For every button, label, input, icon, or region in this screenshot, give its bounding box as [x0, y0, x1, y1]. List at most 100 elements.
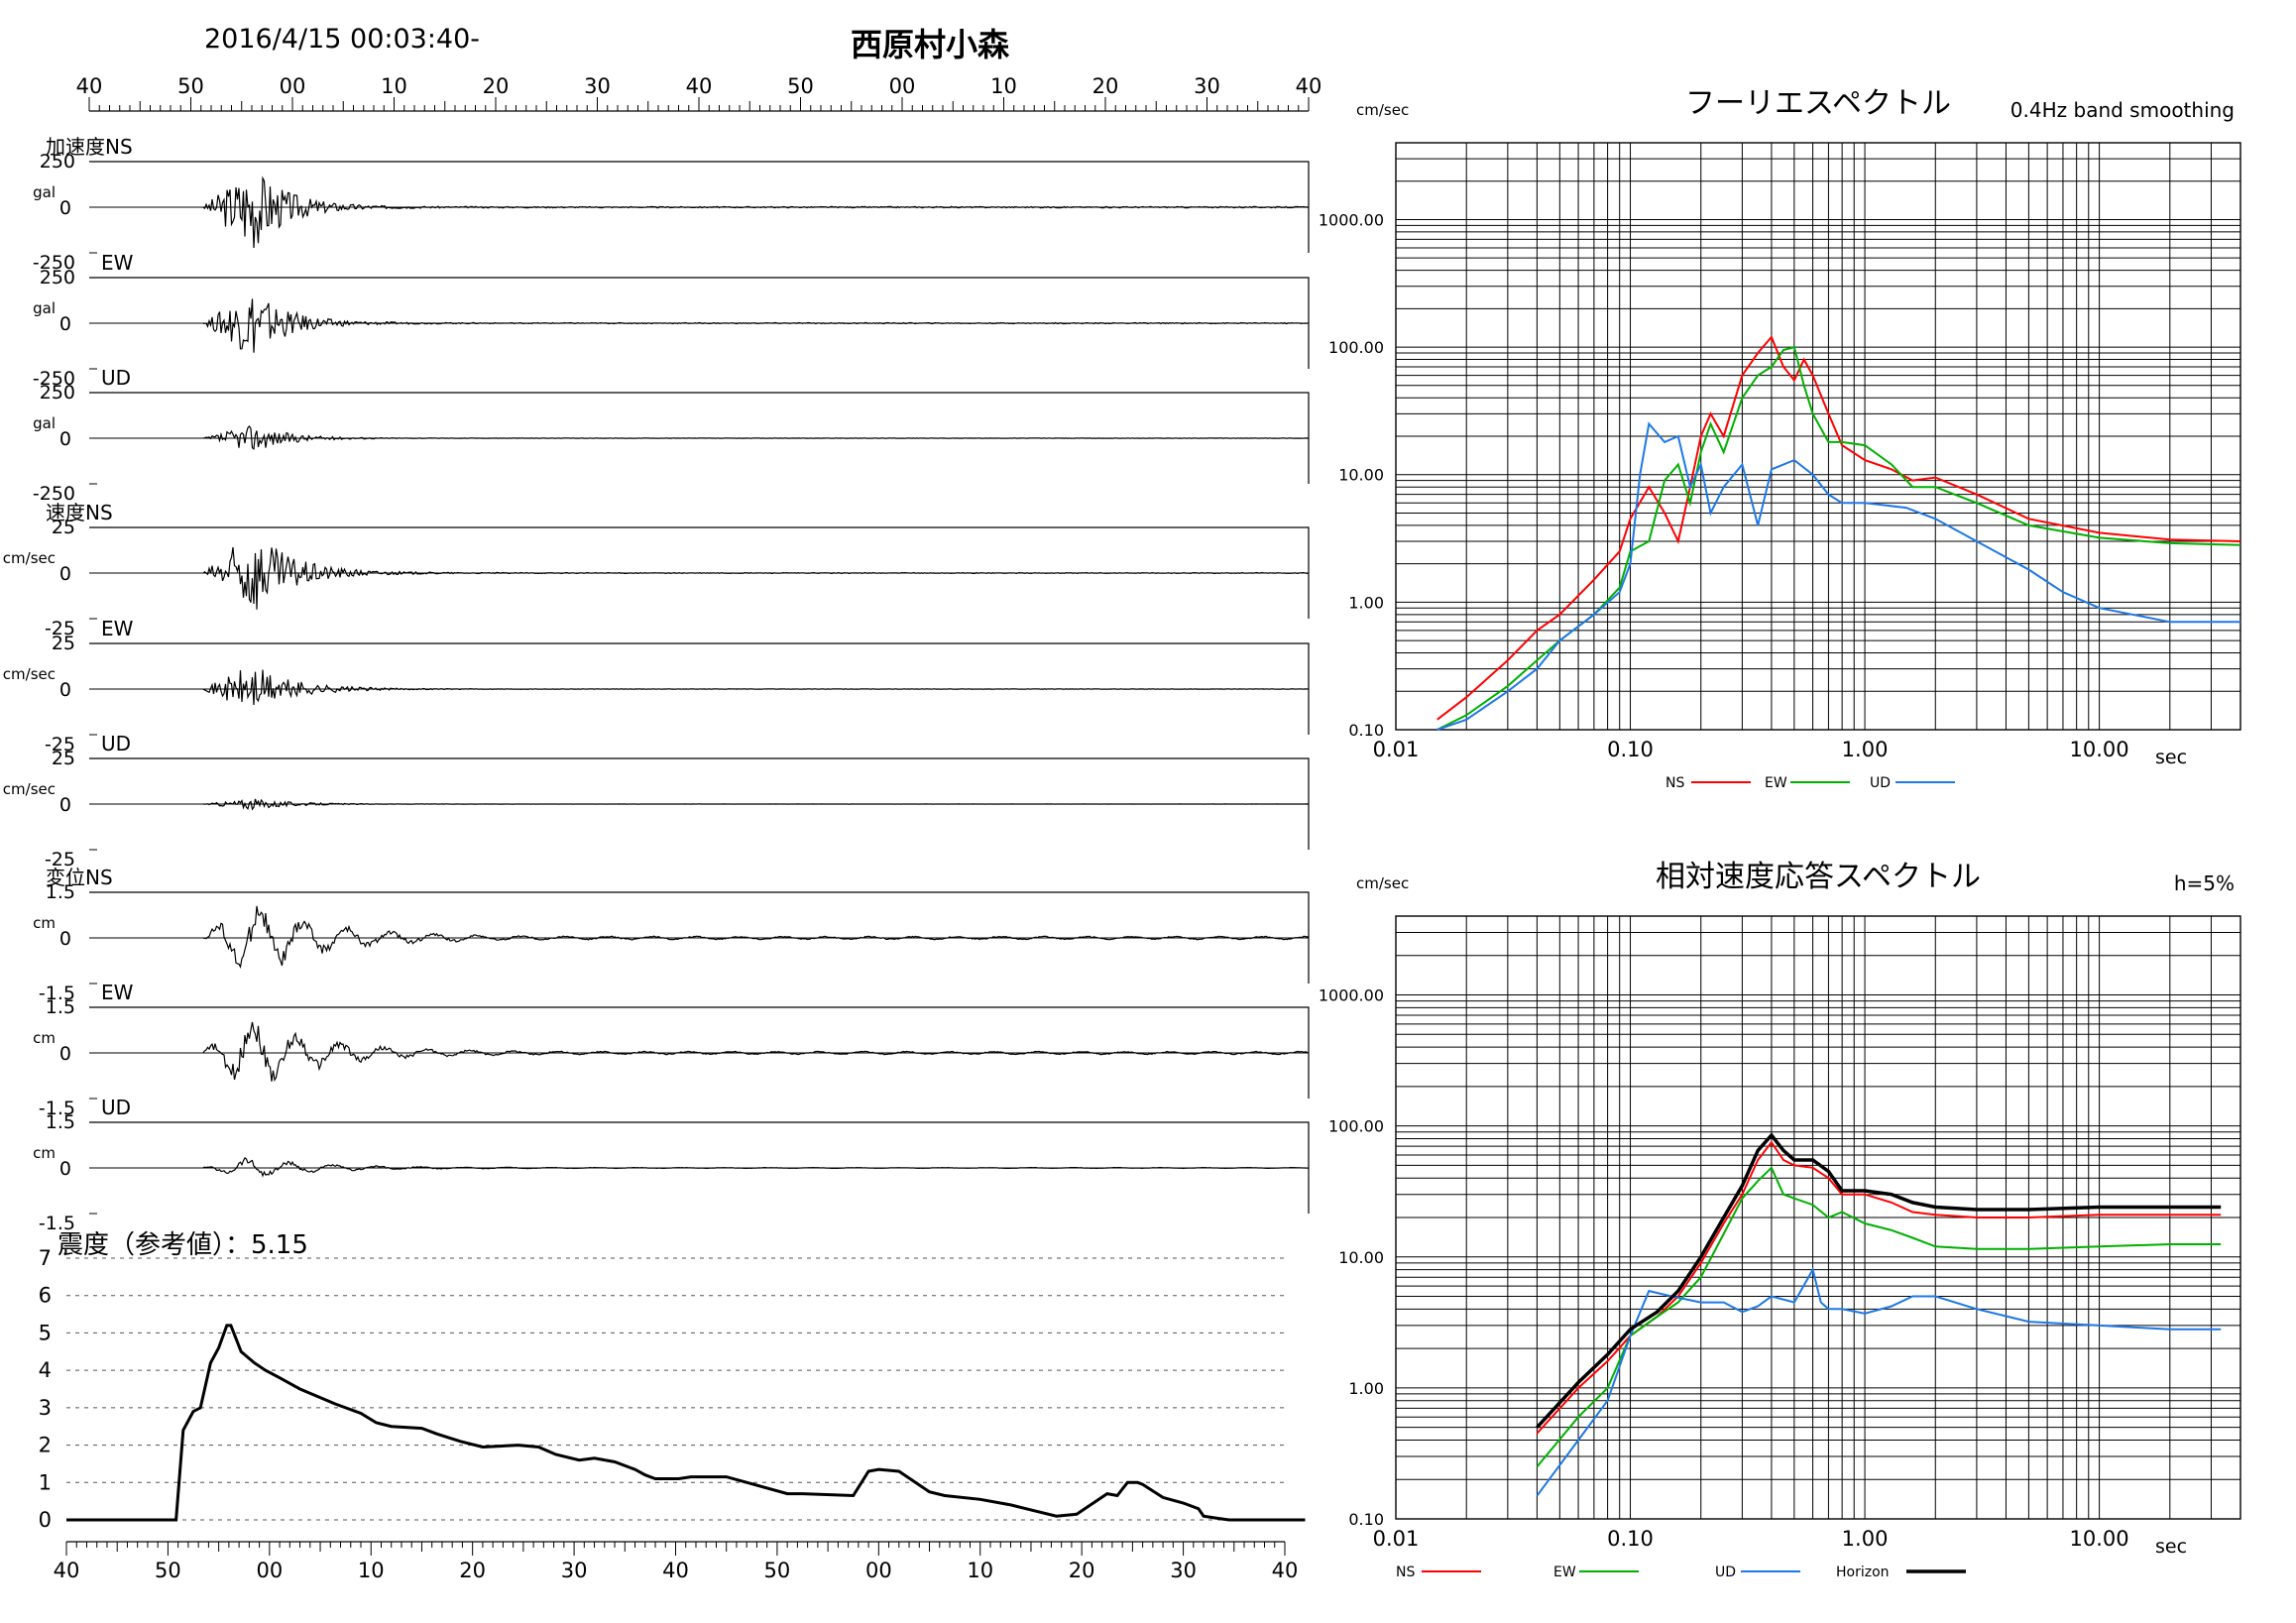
y-tick-label: 10.00 [1338, 466, 1384, 485]
record-datetime: 2016/4/15 00:03:40- [204, 24, 481, 55]
time-axis-label: 50 [787, 74, 814, 98]
panel-bottom-value: -250 [33, 483, 75, 505]
time-axis-label: 50 [177, 74, 204, 98]
panel-frame [89, 526, 1310, 619]
waveform-trace [202, 905, 1309, 970]
plot-frame [1395, 915, 2241, 1520]
panel-component-label: EW [101, 981, 134, 1004]
x-axis-unit: sec [2155, 747, 2187, 768]
panel-frame [89, 642, 1310, 735]
time-axis-label: 20 [483, 74, 510, 98]
y-tick-label: 10.00 [1338, 1248, 1384, 1267]
chart-title: フーリエスペクトル [1685, 86, 1951, 121]
y-tick-label: 1 [39, 1470, 52, 1494]
time-axis-label: 30 [584, 74, 611, 98]
x-tick-label: 10 [358, 1559, 385, 1582]
x-tick-label: 0.01 [1373, 738, 1420, 761]
panel-unit: cm/sec [3, 780, 56, 798]
time-axis-label: 30 [1194, 74, 1220, 98]
panel-component-label: UD [101, 732, 131, 755]
y-tick-label: 100.00 [1328, 338, 1384, 357]
waveform-trace [202, 669, 1309, 706]
intensity-series [66, 1324, 1306, 1522]
y-tick-label: 1.00 [1348, 1379, 1384, 1398]
panel-bottom-value: -250 [33, 368, 75, 390]
legend-label: Horizon [1836, 1565, 1890, 1580]
intensity-chart: 震度（参考値）：5.15 0 1 2 3 4 5 6 7 40 50 00 10 20 30 40 50 00 10… [39, 1230, 1306, 1582]
waveform-trace [202, 1021, 1309, 1083]
chart-subtitle: h=5% [2174, 871, 2235, 895]
panel-mid-value: 0 [59, 313, 71, 335]
legend-label: UD [1715, 1565, 1736, 1580]
time-axis-top: 40 50 00 10 20 30 40 50 00 10 20 30 40 [76, 74, 1321, 112]
panel-frame [89, 891, 1310, 984]
x-tick-label: 10 [967, 1559, 993, 1582]
series-line-ns [1436, 334, 2241, 721]
legend-label: EW [1553, 1565, 1576, 1580]
waveform-trace [202, 298, 1309, 353]
y-axis-unit: cm/sec [1356, 874, 1409, 892]
panel-mid-value: 0 [59, 197, 71, 219]
panel-bottom-value: -1.5 [39, 983, 75, 1004]
x-tick-label: 00 [865, 1559, 892, 1582]
y-tick-label: 0 [39, 1508, 52, 1532]
y-tick-label: 0.10 [1348, 721, 1384, 740]
x-tick-label: 00 [256, 1559, 283, 1582]
panel-unit: gal [33, 183, 56, 201]
panel-frame [89, 161, 1310, 253]
x-tick-label: 40 [1272, 1559, 1299, 1582]
panel-top-value: 1.5 [46, 881, 75, 903]
panel-mid-value: 0 [59, 1158, 71, 1180]
legend-label: NS [1665, 775, 1684, 791]
x-tick-label: 0.10 [1607, 1527, 1654, 1551]
chart-title: 震度（参考値）：5.15 [57, 1230, 308, 1260]
panel-frame [89, 1121, 1310, 1214]
y-tick-label: 2 [39, 1434, 52, 1457]
panel-top-value: 1.5 [46, 1111, 75, 1133]
panel-bottom-value: -1.5 [39, 1213, 75, 1234]
y-tick-label: 1000.00 [1319, 986, 1384, 1005]
panel-mid-value: 0 [59, 794, 71, 816]
panel-group-label: 加速度NS [46, 135, 133, 159]
panel-top-value: 25 [52, 748, 75, 769]
panel-group-label: 速度NS [46, 501, 113, 524]
panel-unit: gal [33, 414, 56, 432]
time-axis-label: 00 [280, 74, 306, 98]
legend-label: UD [1870, 775, 1891, 791]
panel-unit: cm [33, 914, 56, 932]
panel-top-value: 25 [52, 633, 75, 654]
y-tick-label: 100.00 [1328, 1117, 1384, 1136]
panel-mid-value: 0 [59, 1043, 71, 1065]
x-tick-label: 50 [764, 1559, 791, 1582]
x-tick-label: 1.00 [1842, 1527, 1889, 1551]
x-tick-label: 10.00 [2070, 1527, 2129, 1551]
series-line-ud [1536, 1266, 2222, 1497]
waveform-panel: UD 1.5 cm0 -1.5 [33, 1096, 1310, 1234]
panel-unit: cm [33, 1029, 56, 1047]
panel-mid-value: 0 [59, 563, 71, 585]
series-line-ew [1536, 1166, 2222, 1468]
panel-frame [89, 277, 1310, 369]
legend-label: EW [1765, 775, 1787, 791]
x-tick-label: 40 [54, 1559, 80, 1582]
y-tick-label: 6 [39, 1284, 52, 1308]
panel-bottom-value: -1.5 [39, 1098, 75, 1119]
fourier-spectrum-chart: フーリエスペクトル 0.4Hz band smoothing cm/sec sec 0.… [1319, 86, 2241, 791]
x-tick-label: 50 [155, 1559, 181, 1582]
x-tick-label: 40 [662, 1559, 689, 1582]
waveform-panel: EW 1.5 cm0 -1.5 [33, 981, 1310, 1119]
station-name: 西原村小森 [851, 26, 1010, 63]
panel-frame [89, 1006, 1310, 1099]
panel-unit: cm/sec [3, 549, 56, 567]
time-axis-label: 20 [1092, 74, 1119, 98]
legend-label: NS [1396, 1565, 1415, 1580]
time-axis-label: 00 [889, 74, 916, 98]
y-tick-label: 4 [39, 1358, 52, 1382]
